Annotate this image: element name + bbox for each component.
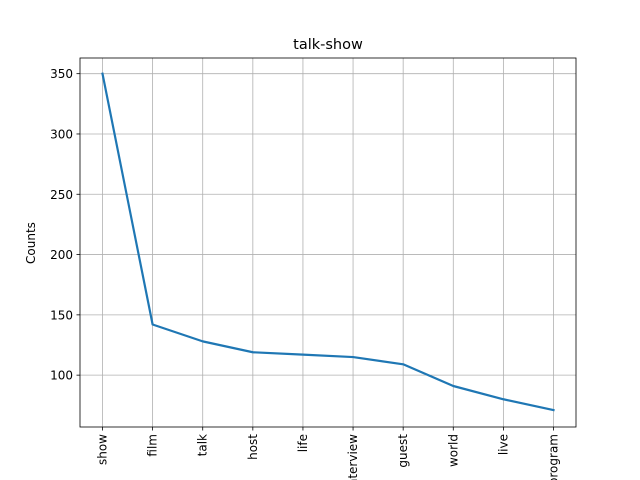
x-tick-label: interview <box>346 434 360 480</box>
x-tick-label: host <box>246 434 260 460</box>
chart-title: talk-show <box>293 37 363 53</box>
series-line <box>101 72 555 412</box>
x-tick-label: world <box>446 434 460 467</box>
x-tick-label: live <box>496 434 510 455</box>
plot-frame <box>79 57 577 428</box>
y-tick-label: 350 <box>50 67 73 81</box>
y-tick-label: 100 <box>50 369 73 383</box>
x-tick-label: show <box>96 434 110 465</box>
x-tick-label: talk <box>196 434 210 456</box>
y-tick-label: 300 <box>50 127 73 141</box>
x-tick-labels: show film talk host life interview guest world l… <box>96 434 561 480</box>
y-tick-label: 250 <box>50 188 73 202</box>
x-tick-label: program <box>547 434 561 480</box>
x-tick-label: film <box>146 434 160 457</box>
axis-ticks <box>76 73 554 431</box>
y-tick-label: 200 <box>50 248 73 262</box>
y-tick-labels: 100 150 200 250 300 350 <box>50 67 73 382</box>
y-tick-label: 150 <box>50 308 73 322</box>
y-axis-label: Counts <box>24 222 38 264</box>
series-lines <box>101 72 555 412</box>
x-tick-label: life <box>296 434 310 452</box>
grid-lines <box>80 58 576 427</box>
x-tick-label: guest <box>396 434 410 468</box>
